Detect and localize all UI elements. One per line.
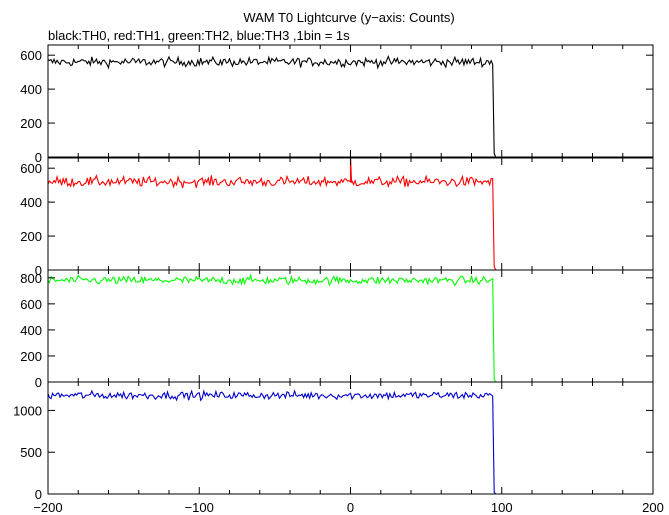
y-tick-label: 0 xyxy=(35,263,42,278)
y-tick-label: 0 xyxy=(35,150,42,165)
chart-title: WAM T0 Lightcurve (y−axis: Counts) xyxy=(243,10,454,25)
y-tick-label: 600 xyxy=(20,297,42,312)
panel-th2: 0 200 400 600 800 xyxy=(20,269,654,390)
y-tick-label: 0 xyxy=(35,375,42,390)
series-line-th1 xyxy=(48,158,653,270)
series-line-th2 xyxy=(48,273,653,382)
panel-frame xyxy=(47,269,654,383)
panels-group: 0200400600020040060002004006008000500100… xyxy=(13,44,654,502)
y-tick-label: 800 xyxy=(20,271,42,286)
x-tick-label: −200 xyxy=(33,500,62,515)
y-tick-label: 200 xyxy=(20,349,42,364)
x-axis: −200 −100 0 100 200 xyxy=(33,500,664,515)
y-tick-label: 400 xyxy=(20,323,42,338)
y-tick-label: 500 xyxy=(20,445,42,460)
y-tick-label: 600 xyxy=(20,48,42,63)
panel-frame xyxy=(47,44,654,158)
y-tick-label: 200 xyxy=(20,229,42,244)
x-tick-label: −100 xyxy=(185,500,214,515)
panel-th1: 0 200 400 600 xyxy=(20,157,654,278)
y-tick-label: 400 xyxy=(20,82,42,97)
y-tick-label: 400 xyxy=(20,195,42,210)
chart-subtitle: black:TH0, red:TH1, green:TH2, blue:TH3 … xyxy=(48,28,350,43)
x-tick-label: 200 xyxy=(642,500,664,515)
y-tick-label: 600 xyxy=(20,161,42,176)
panel-th3: 0 500 1000 xyxy=(13,381,654,502)
series-line-th3 xyxy=(48,389,653,494)
y-tick-label: 1000 xyxy=(13,403,42,418)
x-tick-label: 0 xyxy=(347,500,354,515)
panel-th0: 0 200 400 600 xyxy=(20,44,654,165)
y-tick-label: 200 xyxy=(20,116,42,131)
panel-frame xyxy=(47,381,654,495)
x-tick-label: 100 xyxy=(491,500,513,515)
y-tick-label: 0 xyxy=(35,487,42,502)
series-line-th0 xyxy=(48,55,653,157)
